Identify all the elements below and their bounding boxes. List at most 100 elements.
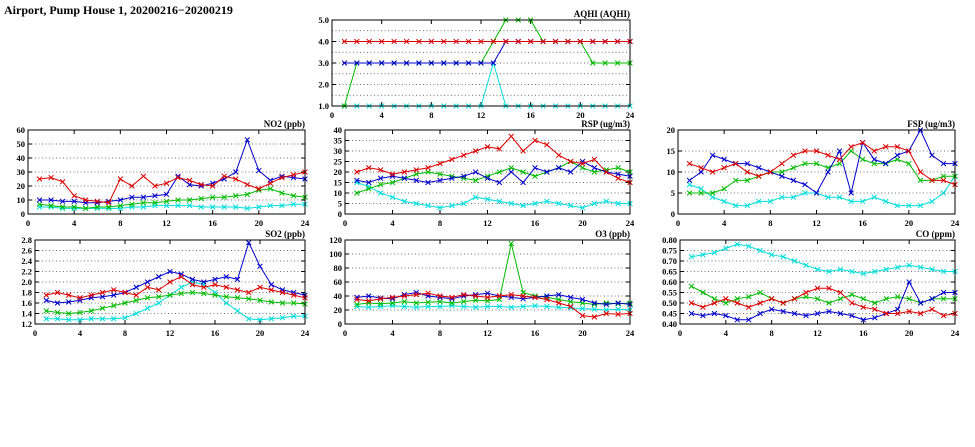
svg-text:1.6: 1.6 <box>21 298 32 308</box>
svg-text:0: 0 <box>671 209 675 219</box>
so2-series-green <box>43 289 308 317</box>
fsp-chart-panel: FSP (ug/m3) 0 5 10 15 20 0 4 8 12 16 20 24 <box>650 118 967 230</box>
svg-text:0: 0 <box>21 209 25 219</box>
svg-text:10: 10 <box>667 167 676 177</box>
svg-text:30: 30 <box>334 146 343 156</box>
svg-text:16: 16 <box>531 328 540 338</box>
co-chart-title: CO (ppm) <box>916 229 955 239</box>
svg-text:80: 80 <box>334 263 343 273</box>
svg-text:12: 12 <box>483 218 492 228</box>
svg-text:0: 0 <box>343 328 347 338</box>
svg-text:1.2: 1.2 <box>21 319 32 329</box>
svg-text:2.0: 2.0 <box>21 277 32 287</box>
svg-text:2.2: 2.2 <box>21 267 32 277</box>
svg-text:20: 20 <box>576 110 585 120</box>
svg-text:4: 4 <box>724 328 729 338</box>
svg-text:30: 30 <box>17 167 26 177</box>
svg-text:0: 0 <box>330 110 334 120</box>
svg-text:2.8: 2.8 <box>21 235 32 245</box>
no2-series-cyan <box>36 201 308 212</box>
svg-text:0: 0 <box>338 209 342 219</box>
svg-text:0: 0 <box>33 328 37 338</box>
svg-text:20: 20 <box>256 328 265 338</box>
svg-text:5: 5 <box>671 188 675 198</box>
so2-series-blue <box>43 239 308 306</box>
co-series-blue <box>688 279 958 323</box>
o3-series-red <box>354 290 633 320</box>
svg-text:24: 24 <box>951 328 960 338</box>
svg-text:4: 4 <box>72 218 77 228</box>
fsp-chart-title: FSP (ug/m3) <box>907 119 955 129</box>
svg-text:3.0: 3.0 <box>318 58 329 68</box>
co-chart-panel: CO (ppm) 0.40 0.45 0.50 0.55 0.60 0.65 0.70 0.75… <box>645 228 967 340</box>
svg-text:100: 100 <box>329 249 342 259</box>
rsp-chart-panel: RSP (ug/m3) 0 5 10 15 20 25 30 35 40 0 4 8 12 16 20 24 <box>315 118 642 230</box>
svg-text:4: 4 <box>390 328 395 338</box>
o3-chart: O3 (ppb) 0 20 40 60 80 100 120 0 4 8 12 16 20 24 <box>329 229 635 338</box>
svg-text:0: 0 <box>26 218 30 228</box>
svg-text:16: 16 <box>858 218 867 228</box>
aqhi-chart-panel: AQHI (AQHI) 1.0 2.0 3.0 4.0 5.0 0 4 8 12 16 20 24 <box>300 8 642 122</box>
svg-text:0.50: 0.50 <box>662 298 677 308</box>
svg-text:16: 16 <box>531 218 540 228</box>
page-title: Airport, Pump House 1, 20200216−20200219 <box>4 3 233 17</box>
svg-text:120: 120 <box>329 235 342 245</box>
svg-text:10: 10 <box>334 188 343 198</box>
svg-text:0.55: 0.55 <box>662 288 677 298</box>
svg-text:0: 0 <box>678 328 682 338</box>
svg-text:24: 24 <box>951 218 960 228</box>
svg-text:40: 40 <box>17 153 26 163</box>
svg-text:20: 20 <box>255 218 264 228</box>
svg-text:8: 8 <box>438 328 442 338</box>
svg-text:8: 8 <box>118 218 122 228</box>
svg-text:1.8: 1.8 <box>21 288 32 298</box>
svg-text:50: 50 <box>17 139 26 149</box>
svg-text:40: 40 <box>334 291 343 301</box>
svg-text:8: 8 <box>438 218 442 228</box>
svg-text:24: 24 <box>301 218 310 228</box>
svg-text:20: 20 <box>667 125 676 135</box>
fsp-series-red <box>686 139 958 188</box>
svg-text:16: 16 <box>208 218 217 228</box>
so2-chart-panel: SO2 (ppb) 1.2 1.4 1.6 1.8 2.0 2.2 2.4 2.6 2.8 0 4 8 1… <box>5 228 317 340</box>
svg-text:20: 20 <box>17 181 26 191</box>
svg-text:20: 20 <box>334 167 343 177</box>
aqhi-series-red <box>341 38 633 45</box>
svg-text:20: 20 <box>578 218 587 228</box>
svg-text:12: 12 <box>166 328 175 338</box>
co-series-cyan <box>688 241 958 277</box>
svg-text:0.45: 0.45 <box>662 309 677 319</box>
co-series-green <box>688 283 958 306</box>
svg-text:2.6: 2.6 <box>21 246 32 256</box>
svg-text:4: 4 <box>78 328 83 338</box>
svg-text:60: 60 <box>334 277 343 287</box>
svg-text:2.4: 2.4 <box>21 256 32 266</box>
svg-text:0.80: 0.80 <box>662 235 677 245</box>
o3-chart-title: O3 (ppb) <box>595 229 630 239</box>
aqhi-chart: AQHI (AQHI) 1.0 2.0 3.0 4.0 5.0 0 4 8 12 16 20 24 <box>318 9 635 120</box>
rsp-series-cyan <box>354 179 633 211</box>
svg-text:0: 0 <box>338 319 342 329</box>
svg-text:2.0: 2.0 <box>318 80 329 90</box>
so2-series-cyan <box>43 279 308 323</box>
rsp-chart-title: RSP (ug/m3) <box>581 119 630 129</box>
svg-text:4.0: 4.0 <box>318 37 329 47</box>
so2-chart: SO2 (ppb) 1.21.41.61.82.02.22.42.62.8 0 4 8 1… <box>21 229 310 338</box>
svg-text:12: 12 <box>483 328 492 338</box>
svg-text:8: 8 <box>768 218 772 228</box>
svg-text:8: 8 <box>429 110 433 120</box>
svg-text:24: 24 <box>301 328 310 338</box>
svg-text:1.0: 1.0 <box>318 101 329 111</box>
svg-text:25: 25 <box>334 157 343 167</box>
svg-text:12: 12 <box>812 218 821 228</box>
svg-text:8: 8 <box>123 328 127 338</box>
svg-text:0.40: 0.40 <box>662 319 677 329</box>
svg-text:15: 15 <box>667 146 676 156</box>
svg-text:20: 20 <box>905 328 914 338</box>
svg-text:24: 24 <box>626 328 635 338</box>
no2-series-blue <box>36 137 308 206</box>
svg-text:16: 16 <box>526 110 535 120</box>
aqhi-series-cyan <box>341 60 633 109</box>
